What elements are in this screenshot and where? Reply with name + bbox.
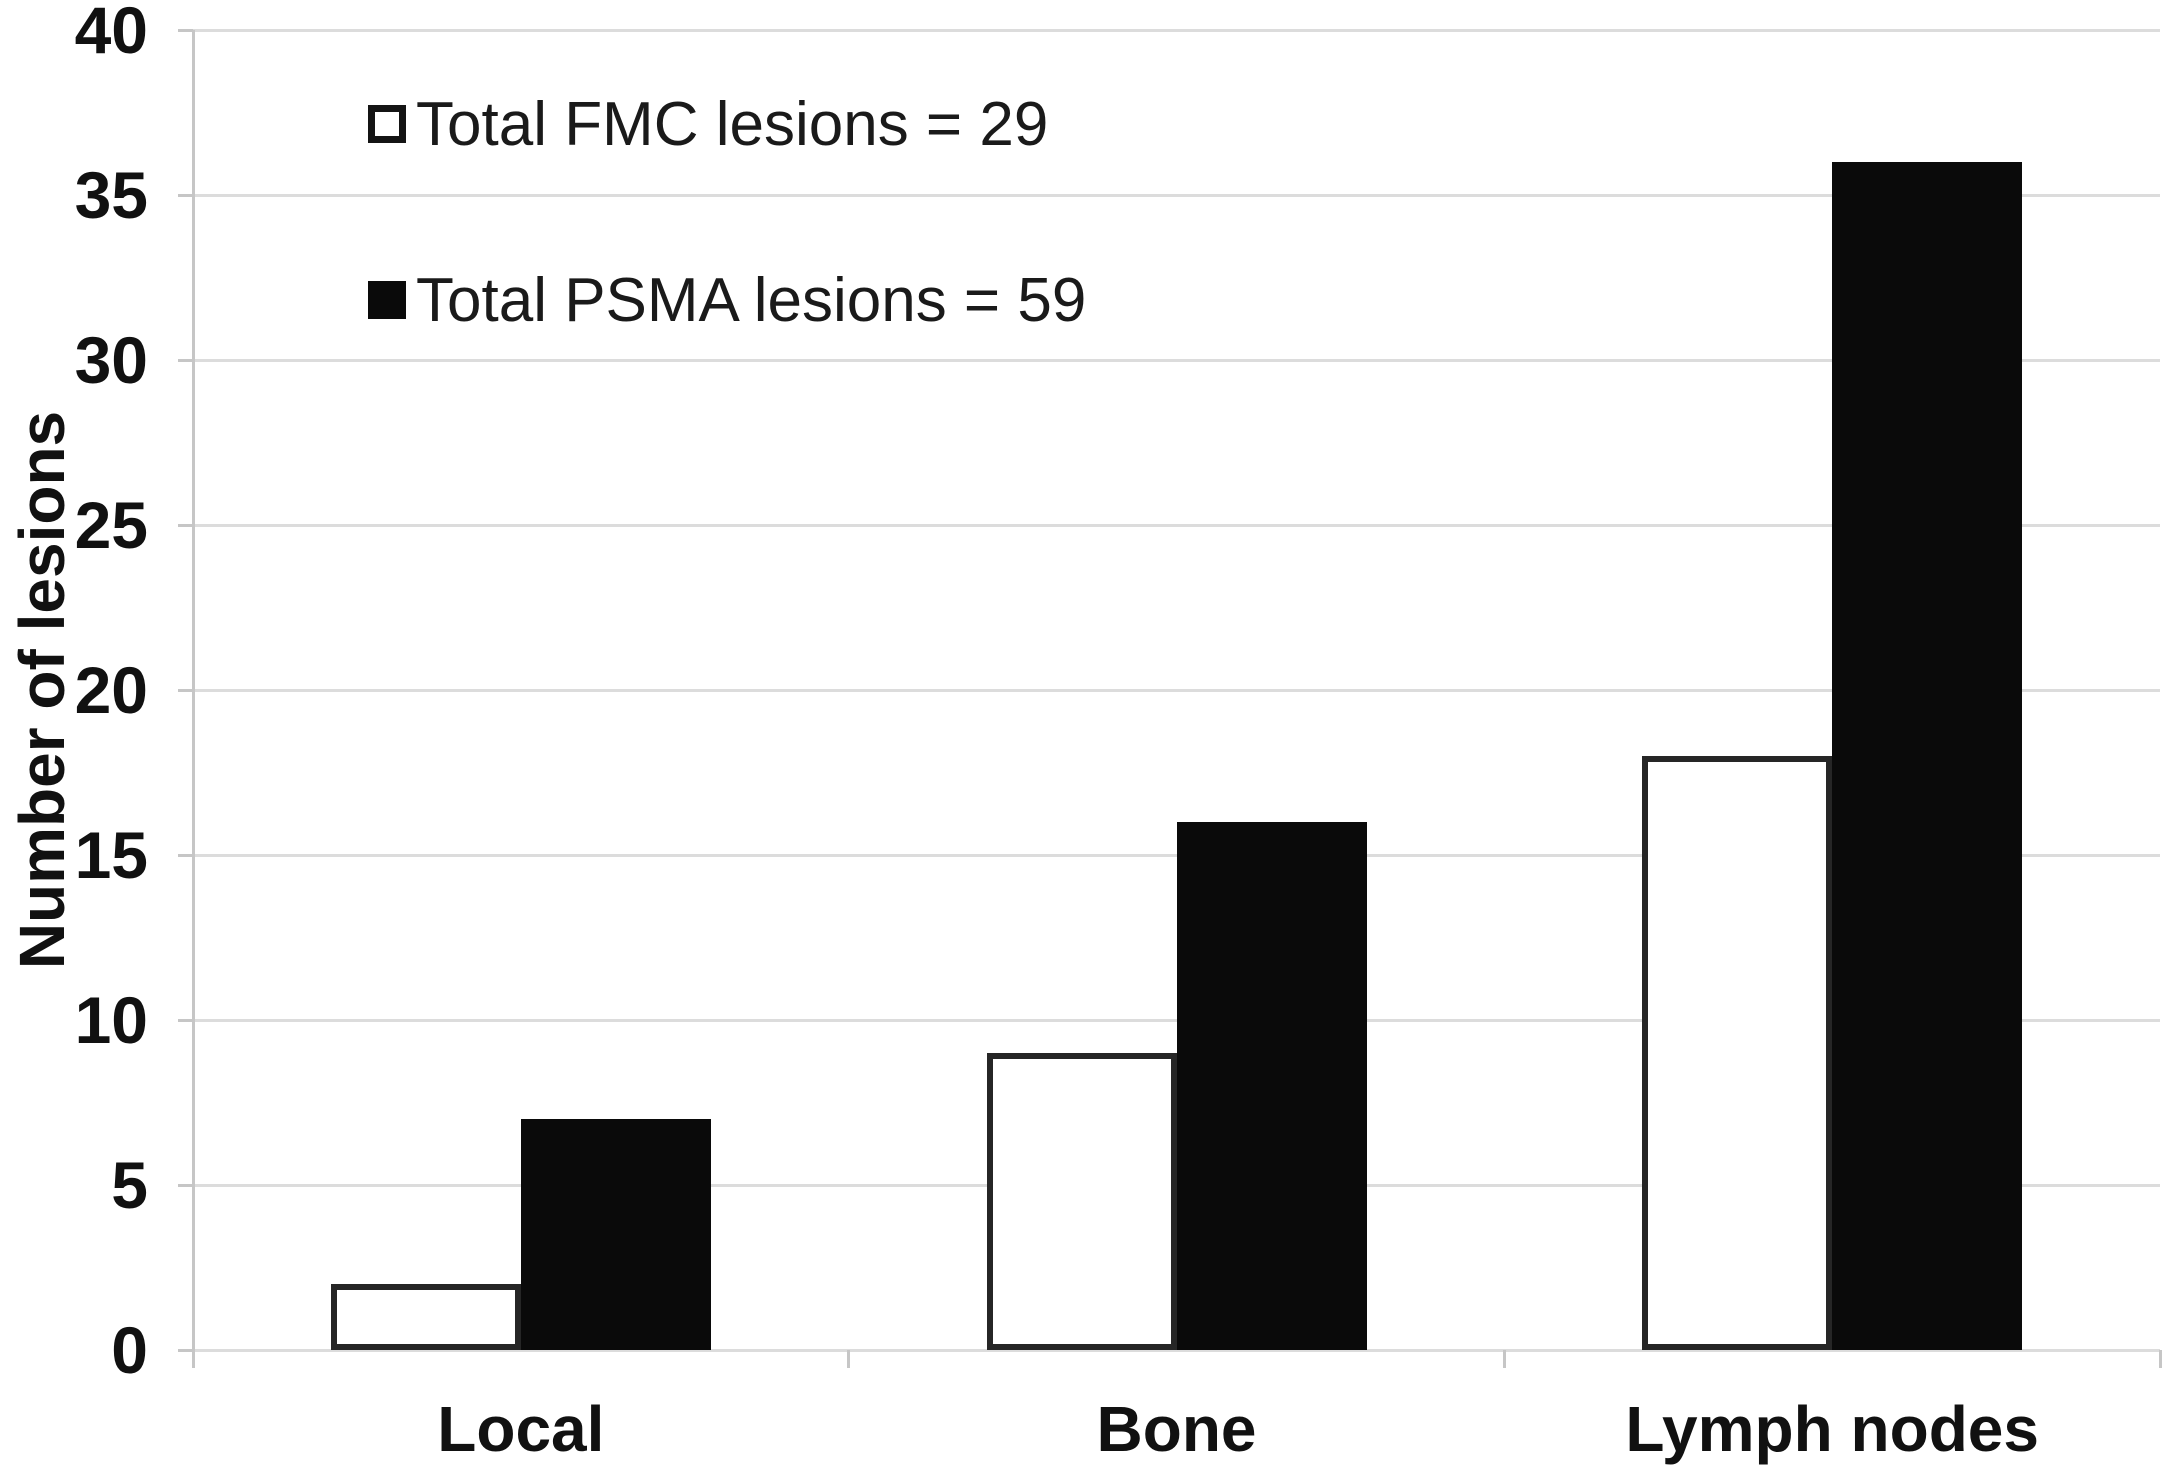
legend-item-fmc: Total FMC lesions = 29 bbox=[368, 86, 1086, 162]
y-axis-tick bbox=[178, 1018, 193, 1022]
bar-psma-local bbox=[520, 1119, 711, 1350]
legend-item-psma: Total PSMA lesions = 59 bbox=[368, 262, 1086, 338]
y-axis-tick bbox=[178, 523, 193, 527]
y-tick-label: 5 bbox=[111, 1148, 148, 1222]
gridline bbox=[193, 523, 2160, 527]
y-tick-label: 30 bbox=[74, 323, 148, 397]
gridline bbox=[193, 1348, 2160, 1352]
bar-fmc-lymph-nodes bbox=[1642, 756, 1833, 1350]
fmc-open-square-icon bbox=[368, 105, 406, 143]
y-axis-tick bbox=[178, 28, 193, 32]
gridline bbox=[193, 193, 2160, 197]
y-axis-tick bbox=[178, 853, 193, 857]
y-axis-tick bbox=[178, 1348, 193, 1352]
bar-fmc-bone bbox=[986, 1053, 1177, 1350]
y-axis-line bbox=[191, 30, 195, 1368]
legend-label-psma: Total PSMA lesions = 59 bbox=[416, 265, 1087, 335]
x-axis-tick bbox=[2158, 1350, 2162, 1368]
gridline bbox=[193, 688, 2160, 692]
x-category-label: Bone bbox=[1096, 1393, 1257, 1465]
y-axis-tick bbox=[178, 193, 193, 197]
y-tick-label: 20 bbox=[74, 653, 148, 727]
y-tick-label: 40 bbox=[74, 0, 148, 67]
bar-psma-bone bbox=[1176, 822, 1367, 1350]
x-axis-tick bbox=[847, 1350, 851, 1368]
legend: Total FMC lesions = 29 Total PSMA lesion… bbox=[368, 86, 1086, 438]
y-tick-label: 25 bbox=[74, 488, 148, 562]
x-axis-tick bbox=[1502, 1350, 1506, 1368]
gridline bbox=[193, 28, 2160, 32]
bar-fmc-local bbox=[330, 1284, 521, 1350]
y-tick-label: 0 bbox=[111, 1313, 148, 1387]
y-axis-tick bbox=[178, 358, 193, 362]
y-axis-tick bbox=[178, 688, 193, 692]
gridline bbox=[193, 358, 2160, 362]
psma-filled-square-icon bbox=[368, 281, 406, 319]
x-category-label: Lymph nodes bbox=[1625, 1393, 2039, 1465]
legend-label-fmc: Total FMC lesions = 29 bbox=[416, 89, 1049, 159]
x-category-label: Local bbox=[437, 1393, 605, 1465]
bar-psma-lymph-nodes bbox=[1832, 162, 2023, 1350]
y-tick-label: 15 bbox=[74, 818, 148, 892]
y-axis-tick bbox=[178, 1183, 193, 1187]
y-tick-label: 10 bbox=[74, 983, 148, 1057]
x-axis-tick bbox=[191, 1350, 195, 1368]
y-tick-label: 35 bbox=[74, 158, 148, 232]
